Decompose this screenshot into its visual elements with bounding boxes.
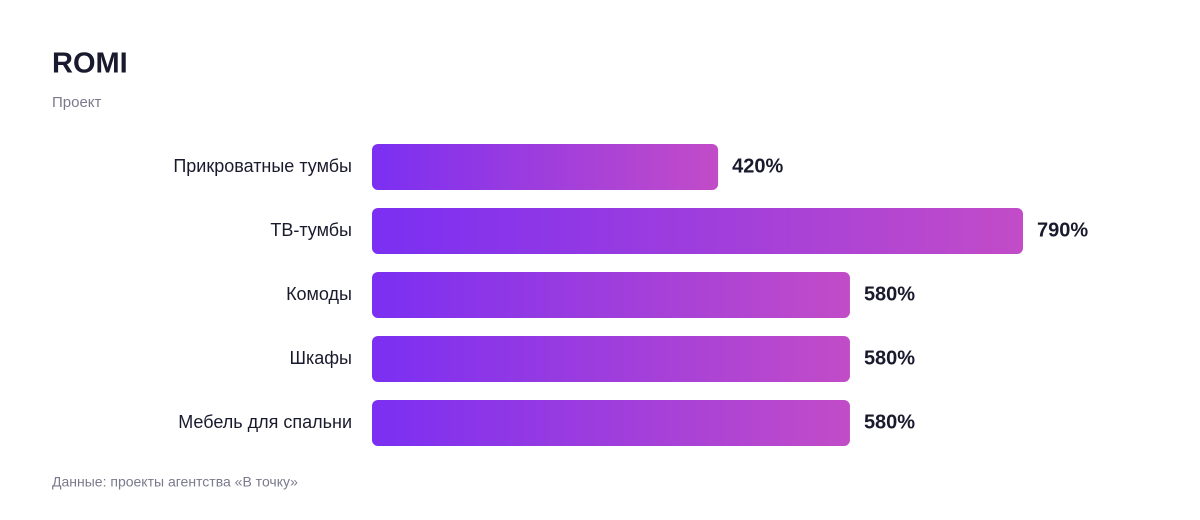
value-label: 580% bbox=[864, 347, 915, 369]
value-label: 580% bbox=[864, 283, 915, 305]
value-label: 790% bbox=[1037, 219, 1088, 241]
bar bbox=[372, 272, 850, 318]
bar bbox=[372, 336, 850, 382]
bar bbox=[372, 208, 1023, 254]
value-label: 580% bbox=[864, 411, 915, 433]
source-note: Данные: проекты агентства «В точку» bbox=[52, 474, 298, 490]
value-label: 420% bbox=[732, 155, 783, 177]
category-label: Шкафы bbox=[289, 348, 352, 368]
category-label: Мебель для спальни bbox=[178, 412, 352, 432]
bar bbox=[372, 400, 850, 446]
category-label: ТВ-тумбы bbox=[270, 220, 352, 240]
chart-subtitle: Проект bbox=[52, 94, 102, 111]
chart-title: ROMI bbox=[52, 48, 128, 80]
bar bbox=[372, 144, 719, 190]
category-label: Прикроватные тумбы bbox=[173, 156, 352, 176]
category-label: Комоды bbox=[286, 284, 352, 304]
